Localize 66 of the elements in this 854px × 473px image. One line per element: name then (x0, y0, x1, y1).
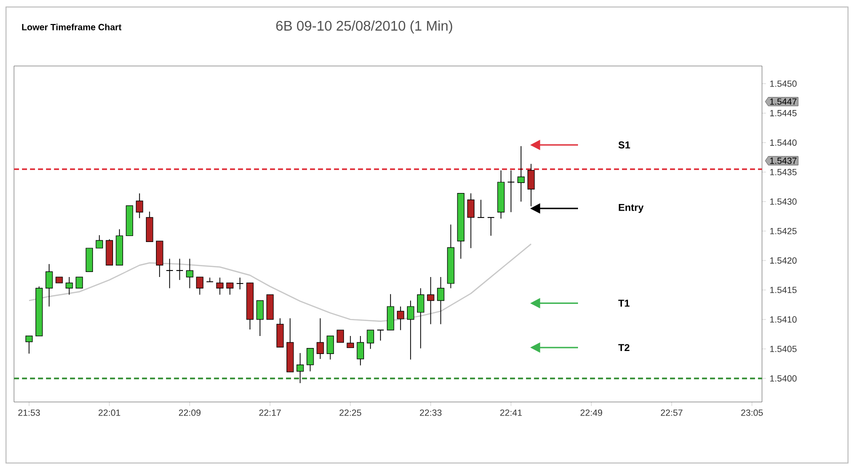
candlestick (336, 330, 344, 343)
x-tick-label: 22:33 (420, 409, 442, 416)
y-tick-label: 1.5445 (770, 110, 797, 116)
candlestick (326, 336, 334, 360)
candlestick (196, 276, 204, 296)
y-tick-label: 1.5415 (770, 286, 797, 294)
candlestick (136, 192, 144, 218)
x-tick-label: 23:05 (741, 409, 763, 416)
y-tick-label: 1.5400 (770, 375, 797, 382)
candlestick (356, 336, 364, 366)
candlestick (256, 300, 264, 336)
candlestick (166, 258, 174, 289)
candlestick (437, 276, 444, 325)
text: 1.5437 (770, 158, 796, 164)
annotation: Entry (618, 204, 644, 213)
candlestick (86, 248, 93, 272)
annotation: T1 (618, 300, 630, 307)
x-tick-label: 22:01 (98, 409, 120, 416)
chart-title: Lower Timeframe Chart (22, 24, 122, 30)
candlestick (487, 217, 495, 236)
y-tick-label: 1.5410 (770, 316, 797, 323)
candlestick (46, 264, 53, 307)
candlestick (467, 192, 474, 249)
candlestick (226, 282, 234, 296)
candlestick (66, 276, 73, 296)
x-tick-label: 22:41 (500, 409, 522, 416)
candlestick (296, 352, 304, 384)
candlestick (306, 348, 314, 372)
candlestick (517, 146, 525, 202)
candlestick (216, 277, 224, 296)
text: 1.5447 (770, 98, 796, 105)
candlestick (477, 199, 485, 218)
x-tick-label: 21:53 (18, 409, 40, 416)
candlestick (417, 288, 424, 349)
candlestick (427, 276, 434, 325)
candlestick (376, 330, 384, 342)
line-series (28, 243, 532, 322)
x-tick-label: 22:17 (259, 409, 281, 416)
candlestick (186, 258, 194, 289)
y-tick-label: 1.5420 (770, 257, 797, 264)
candlestick (346, 336, 354, 348)
x-tick-label: 22:09 (178, 409, 201, 416)
candlestick (276, 318, 284, 348)
y-tick-label: 1.5405 (770, 346, 797, 352)
y-tick-label: 1.5450 (770, 80, 797, 87)
candlestick (176, 258, 184, 280)
candlestick (316, 318, 324, 360)
y-tick-label: 1.5430 (770, 198, 797, 205)
candlestick (76, 276, 83, 289)
candlestick (507, 170, 515, 213)
candlestick (366, 330, 374, 350)
chart-subtitle: 6B 09-10 25/08/2010 (1 Min) (276, 20, 452, 34)
candlestick (396, 306, 404, 330)
annotation: T2 (618, 344, 630, 352)
x-tick-label: 22:49 (580, 409, 602, 416)
candlestick (236, 277, 244, 290)
candlestick (96, 234, 103, 249)
x-tick-label: 22:25 (340, 409, 362, 416)
candlestick (386, 294, 394, 330)
annotation: S1 (618, 141, 630, 148)
candlestick (406, 300, 414, 360)
y-tick-label: 1.5425 (770, 228, 797, 234)
y-tick-label: 1.5435 (770, 168, 797, 176)
candlestick (25, 336, 33, 354)
x-tick-label: 22:57 (660, 409, 682, 416)
y-tick-label: 1.5440 (770, 139, 797, 146)
